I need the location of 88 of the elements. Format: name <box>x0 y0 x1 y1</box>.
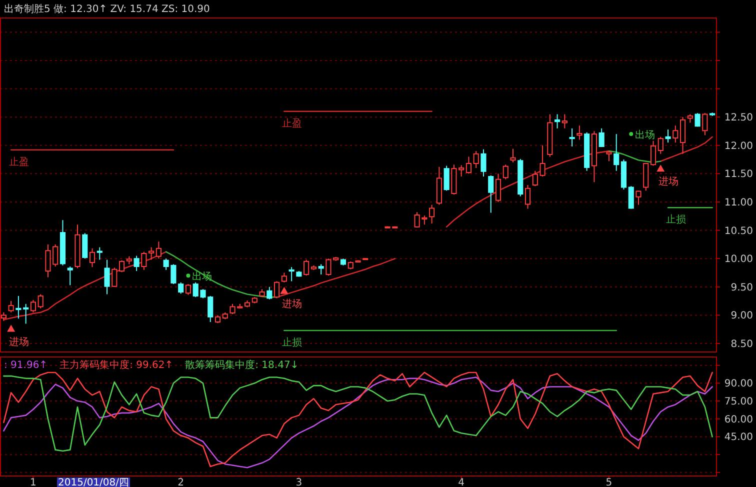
candlestick <box>156 241 162 260</box>
y-tick-label: 11.50 <box>724 169 753 180</box>
y-tick-label: 10.00 <box>724 254 753 266</box>
candlestick <box>702 112 708 136</box>
line-series <box>3 375 713 452</box>
x-tick-label: 3 <box>296 478 302 487</box>
series-label: 主力筹码集中度: 99.62↑ <box>60 359 174 371</box>
series-label: 止损 <box>666 214 686 226</box>
candlestick <box>134 255 140 272</box>
candlestick <box>495 173 502 202</box>
candlestick <box>141 251 147 270</box>
y-tick-label: 10.50 <box>724 226 753 237</box>
candlestick <box>119 260 125 273</box>
text: 2015/01/08/四 <box>58 478 130 487</box>
candlestick <box>606 150 612 162</box>
candlestick <box>488 174 494 214</box>
candlestick <box>281 272 287 283</box>
candlestick <box>112 267 118 288</box>
candlestick <box>650 140 656 166</box>
candlestick <box>178 282 184 294</box>
candlestick <box>318 264 324 275</box>
point <box>656 164 665 172</box>
candlestick <box>694 112 700 128</box>
candlestick <box>304 259 310 276</box>
series-label: 止盈 <box>282 117 302 130</box>
y-tick-label: 11.00 <box>724 197 753 208</box>
x-tick-label: 2 <box>178 478 184 487</box>
candlestick <box>569 128 575 148</box>
candlestick <box>598 128 604 148</box>
candlestick <box>554 114 560 129</box>
y-tick-label: 12.50 <box>724 112 753 124</box>
candlestick <box>636 190 642 206</box>
candlestick <box>30 299 36 313</box>
point <box>280 286 288 294</box>
candlestick <box>576 125 582 140</box>
series-label: 止损 <box>282 336 302 348</box>
candlestick <box>510 148 516 163</box>
candlestick <box>672 125 678 144</box>
y-tick-label: 9.50 <box>730 282 753 294</box>
series-label: : 91.96↑ <box>4 360 48 371</box>
point <box>7 324 16 332</box>
candlestick <box>680 116 686 154</box>
series-label: 止盈 <box>9 156 30 168</box>
candlestick <box>614 134 620 172</box>
candlestick <box>444 165 450 192</box>
y-tick-label: 45.00 <box>724 432 753 444</box>
y-tick-label: 60.00 <box>724 414 753 426</box>
candlestick <box>429 204 435 224</box>
text: 出场 <box>635 130 656 142</box>
series-label: 散筹筹码集中度: 18.47↓ <box>185 359 299 371</box>
candlestick <box>628 186 634 210</box>
x-tick-label: 4 <box>458 478 465 487</box>
candlestick <box>23 303 29 324</box>
y-tick-label: 12.00 <box>724 140 753 152</box>
candlestick <box>67 266 73 286</box>
y-tick-label: 9.00 <box>730 310 753 322</box>
candlestick <box>38 294 44 309</box>
candlestick <box>96 246 102 260</box>
chart-title: 出奇制胜5 做: 12.30↑ ZV: 15.74 ZS: 10.90 <box>4 3 210 15</box>
series-label: 进场 <box>9 336 30 348</box>
x-tick-label: 5 <box>606 478 612 487</box>
x-tick-label: 1 <box>30 478 36 487</box>
text: 进场 <box>282 298 302 310</box>
candlestick <box>104 259 110 295</box>
candlestick <box>288 266 294 282</box>
candlestick <box>524 184 531 210</box>
candlestick <box>473 150 479 169</box>
candlestick <box>643 162 649 192</box>
candlestick <box>148 246 154 260</box>
candlestick <box>665 129 671 144</box>
text: 进场 <box>658 176 679 188</box>
candlestick <box>266 286 272 300</box>
candlestick <box>8 300 14 313</box>
candlestick <box>458 164 464 178</box>
candlestick <box>658 136 664 154</box>
candlestick <box>82 232 88 260</box>
candlestick <box>502 164 508 180</box>
candlestick <box>480 148 486 178</box>
candlestick <box>16 295 22 320</box>
point <box>629 132 634 136</box>
candlestick <box>562 114 568 129</box>
point <box>186 274 190 278</box>
candlestick <box>185 284 192 296</box>
candlestick <box>89 248 96 268</box>
y-tick-label: 8.50 <box>730 339 753 350</box>
candlestick <box>466 156 472 174</box>
y-tick-label: 90.00 <box>724 378 753 390</box>
y-tick-label: 75.00 <box>724 396 753 408</box>
